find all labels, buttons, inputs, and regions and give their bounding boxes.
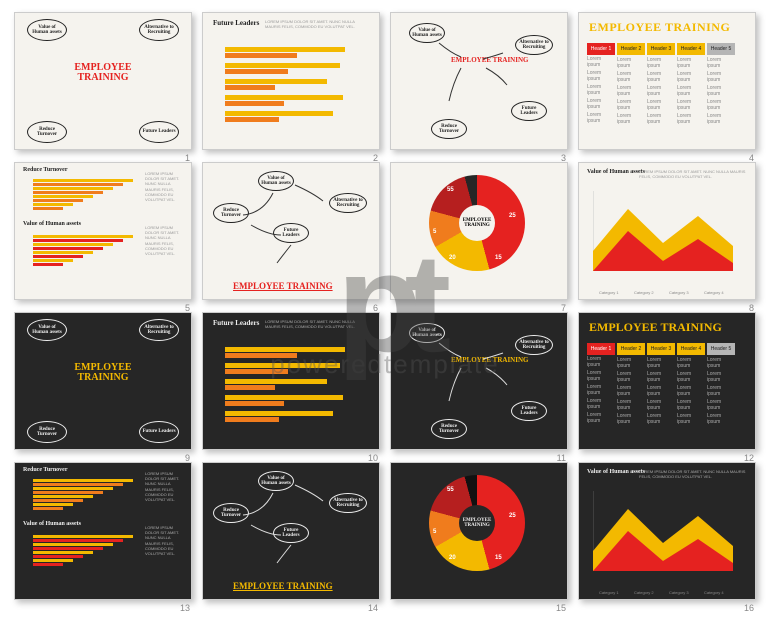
slide-16[interactable]: Value of Human assets LOREM IPSUM DOLOR …	[578, 462, 756, 600]
slide-grid: EMPLOYEE TRAINING Value of Human assets …	[0, 0, 770, 608]
arrows	[391, 13, 567, 149]
slide-3[interactable]: Value of Human assets Alternative to Rec…	[390, 12, 568, 150]
heading: Future Leaders	[213, 19, 259, 27]
area-chart	[593, 191, 733, 271]
bubble-tr: Alternative to Recruiting	[139, 19, 179, 41]
slide-9[interactable]: EMPLOYEE TRAINING Value of Human assets …	[14, 312, 192, 450]
title: EMPLOYEE TRAINING	[589, 21, 730, 33]
slide-4[interactable]: EMPLOYEE TRAINING Header 1 Header 2 Head…	[578, 12, 756, 150]
slide-13[interactable]: Reduce Turnover Value of Human assets LO…	[14, 462, 192, 600]
donut-center: EMPLOYEE TRAINING	[459, 205, 495, 241]
table: Header 1 Header 2 Header 3 Header 4 Head…	[587, 43, 747, 125]
slide-15[interactable]: EMPLOYEE TRAINING 55 25 15 20 5	[390, 462, 568, 600]
slide-14[interactable]: Value of Human assets Alternative to Rec…	[202, 462, 380, 600]
slide-10[interactable]: Future Leaders LOREM IPSUM DOLOR SIT AME…	[202, 312, 380, 450]
slide-6[interactable]: Value of Human assets Alternative to Rec…	[202, 162, 380, 300]
slide-5[interactable]: Reduce Turnover Value of Human assets LO…	[14, 162, 192, 300]
slide-8[interactable]: Value of Human assets LOREM IPSUM DOLOR …	[578, 162, 756, 300]
heading: Value of Human assets	[587, 169, 645, 175]
title: EMPLOYEE TRAINING	[59, 63, 147, 83]
title: EMPLOYEE TRAINING	[59, 363, 147, 383]
h1: Reduce Turnover	[23, 167, 68, 173]
slide-11[interactable]: Value of Human assets Alternative to Rec…	[390, 312, 568, 450]
bubble-bl: Reduce Turnover	[27, 121, 67, 143]
lorem: LOREM IPSUM DOLOR SIT AMET. NUNC NULLA M…	[265, 19, 371, 29]
bubble-tl: Value of Human assets	[27, 19, 67, 41]
slide-12[interactable]: EMPLOYEE TRAINING Header 1 Header 2 Head…	[578, 312, 756, 450]
slide-2[interactable]: Future Leaders LOREM IPSUM DOLOR SIT AME…	[202, 12, 380, 150]
slide-1[interactable]: EMPLOYEE TRAINING Value of Human assets …	[14, 12, 192, 150]
h2: Value of Human assets	[23, 221, 81, 227]
arrows	[203, 163, 379, 299]
slide-7[interactable]: EMPLOYEE TRAINING 55 25 15 20 5	[390, 162, 568, 300]
bubble-br: Future Leaders	[139, 121, 179, 143]
